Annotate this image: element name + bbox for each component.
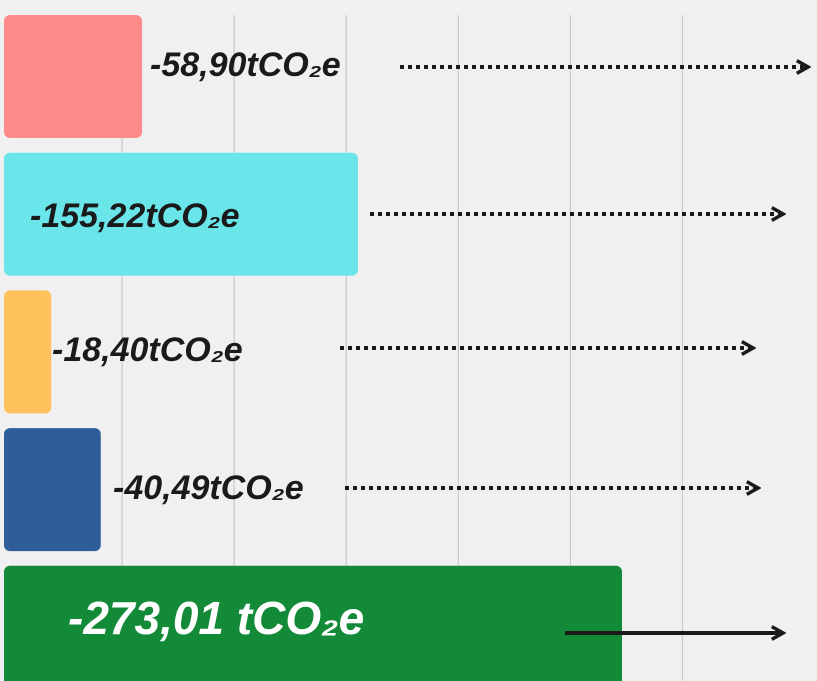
arrows xyxy=(340,67,808,633)
bar xyxy=(4,428,101,552)
bar xyxy=(4,15,143,138)
value-label: -273,01 tCO₂e xyxy=(68,592,364,644)
bar xyxy=(4,290,52,414)
bars xyxy=(4,15,622,681)
value-label: -18,40tCO₂e xyxy=(52,331,243,369)
bar xyxy=(4,565,622,681)
value-label: -58,90tCO₂e xyxy=(150,46,341,84)
value-label: -40,49tCO₂e xyxy=(113,469,304,507)
value-label: -155,22tCO₂e xyxy=(30,197,240,235)
bar xyxy=(4,152,358,276)
